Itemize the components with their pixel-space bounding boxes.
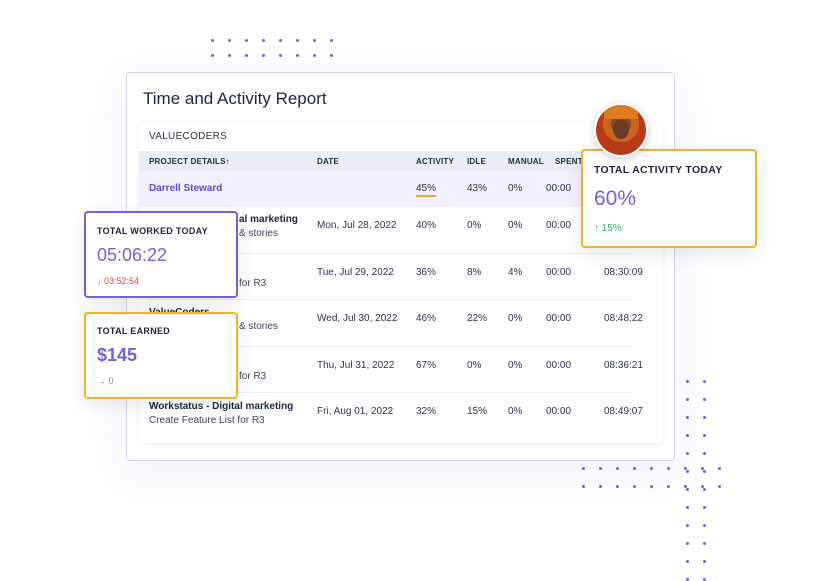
total-value: 08:36:21 [604, 360, 643, 371]
manual-value: 0% [508, 220, 523, 231]
project-task: for R3 [239, 371, 267, 382]
spent-value: 00:00 [546, 360, 572, 371]
stat-value: $145 [97, 345, 138, 365]
avatar[interactable] [594, 103, 648, 157]
stat-value: 60% [594, 187, 637, 210]
project-task: Create Feature List for R3 [149, 415, 265, 426]
decorative-dots-top [211, 39, 333, 57]
project-details: al marketing & stories [239, 214, 298, 239]
table-row[interactable]: al marketing & stories Mon, Jul 28, 2022… [139, 207, 662, 254]
spent-value: 00:00 [546, 406, 572, 417]
idle-value: 0% [467, 220, 482, 231]
project-details: for R3 [239, 368, 266, 382]
table-row-user[interactable]: Darrell Steward 45% 43% 0% 00:00 [139, 171, 662, 207]
total-activity-card: TOTAL ACTIVITY TODAY 60% ↑ 15% [581, 149, 757, 248]
stat-value: 05:06:22 [97, 245, 168, 265]
project-details: Workstatus - Digital marketing Create Fe… [149, 401, 293, 426]
project-task: & stories [239, 228, 278, 239]
spent-value: 00:00 [546, 267, 572, 278]
project-name: al marketing [239, 214, 298, 225]
col-manual[interactable]: MANUAL [508, 157, 544, 166]
idle-value: 22% [467, 313, 488, 324]
total-value: 08:49:07 [604, 406, 643, 417]
company-name: VALUECODERS [149, 131, 228, 142]
activity-value: 32% [416, 406, 437, 417]
table-row[interactable]: for R3 Thu, Jul 31, 2022 67% 0% 0% 00:00… [139, 347, 662, 393]
total-worked-card: TOTAL WORKED TODAY 05:06:22 ↓ 03:52:54 [84, 211, 238, 298]
date-value: Wed, Jul 30, 2022 [317, 313, 398, 324]
idle-value: 15% [467, 406, 488, 417]
decorative-dots-right [686, 380, 706, 581]
date-value: Mon, Jul 28, 2022 [317, 220, 397, 231]
col-date[interactable]: DATE [317, 157, 339, 166]
spent-value: 00:00 [546, 313, 572, 324]
idle-value: 8% [467, 267, 482, 278]
manual-value: 0% [508, 406, 523, 417]
total-value: 08:30:09 [604, 267, 643, 278]
col-spent[interactable]: SPENT [555, 157, 583, 166]
activity-value: 46% [416, 313, 437, 324]
idle-value: 0% [467, 360, 482, 371]
col-activity[interactable]: ACTIVITY [416, 157, 455, 166]
activity-value: 67% [416, 360, 437, 371]
table-row[interactable]: Workstatus - Digital marketing Create Fe… [139, 393, 662, 440]
stat-label: TOTAL ACTIVITY TODAY [594, 164, 723, 176]
activity-value: 40% [416, 220, 437, 231]
col-idle[interactable]: IDLE [467, 157, 487, 166]
idle-value: 43% [467, 183, 488, 194]
project-task: for R3 [239, 278, 267, 289]
date-value: Tue, Jul 29, 2022 [317, 267, 394, 278]
spent-value: 00:00 [546, 220, 572, 231]
user-name[interactable]: Darrell Steward [149, 183, 223, 194]
manual-value: 0% [508, 183, 523, 194]
activity-value: 45% [416, 183, 437, 197]
stat-label: TOTAL EARNED [97, 326, 171, 336]
stat-label: TOTAL WORKED TODAY [97, 226, 208, 236]
manual-value: 0% [508, 360, 523, 371]
manual-value: 0% [508, 313, 523, 324]
table-row[interactable]: for R3 Tue, Jul 29, 2022 36% 8% 4% 00:00… [139, 254, 662, 300]
project-task: & stories [239, 321, 278, 332]
table-header: PROJECT DETAILS↑ DATE ACTIVITY IDLE MANU… [139, 151, 662, 171]
project-name: Workstatus - Digital marketing [149, 401, 294, 412]
total-value: 08:48:22 [604, 313, 643, 324]
stat-delta: ↓ 03:52:54 [97, 276, 140, 286]
date-value: Thu, Jul 31, 2022 [317, 360, 395, 371]
stat-delta: → 0 [97, 376, 114, 386]
decorative-dots-bottom [582, 467, 721, 488]
report-title: Time and Activity Report [143, 89, 327, 108]
manual-value: 4% [508, 267, 523, 278]
project-details: for R3 [239, 275, 266, 289]
stat-delta: ↑ 15% [594, 223, 622, 234]
date-value: Fri, Aug 01, 2022 [317, 406, 394, 417]
col-project-details[interactable]: PROJECT DETAILS↑ [149, 157, 230, 166]
activity-value: 36% [416, 267, 437, 278]
spent-value: 00:00 [546, 183, 572, 194]
total-earned-card: TOTAL EARNED $145 → 0 [84, 312, 238, 399]
